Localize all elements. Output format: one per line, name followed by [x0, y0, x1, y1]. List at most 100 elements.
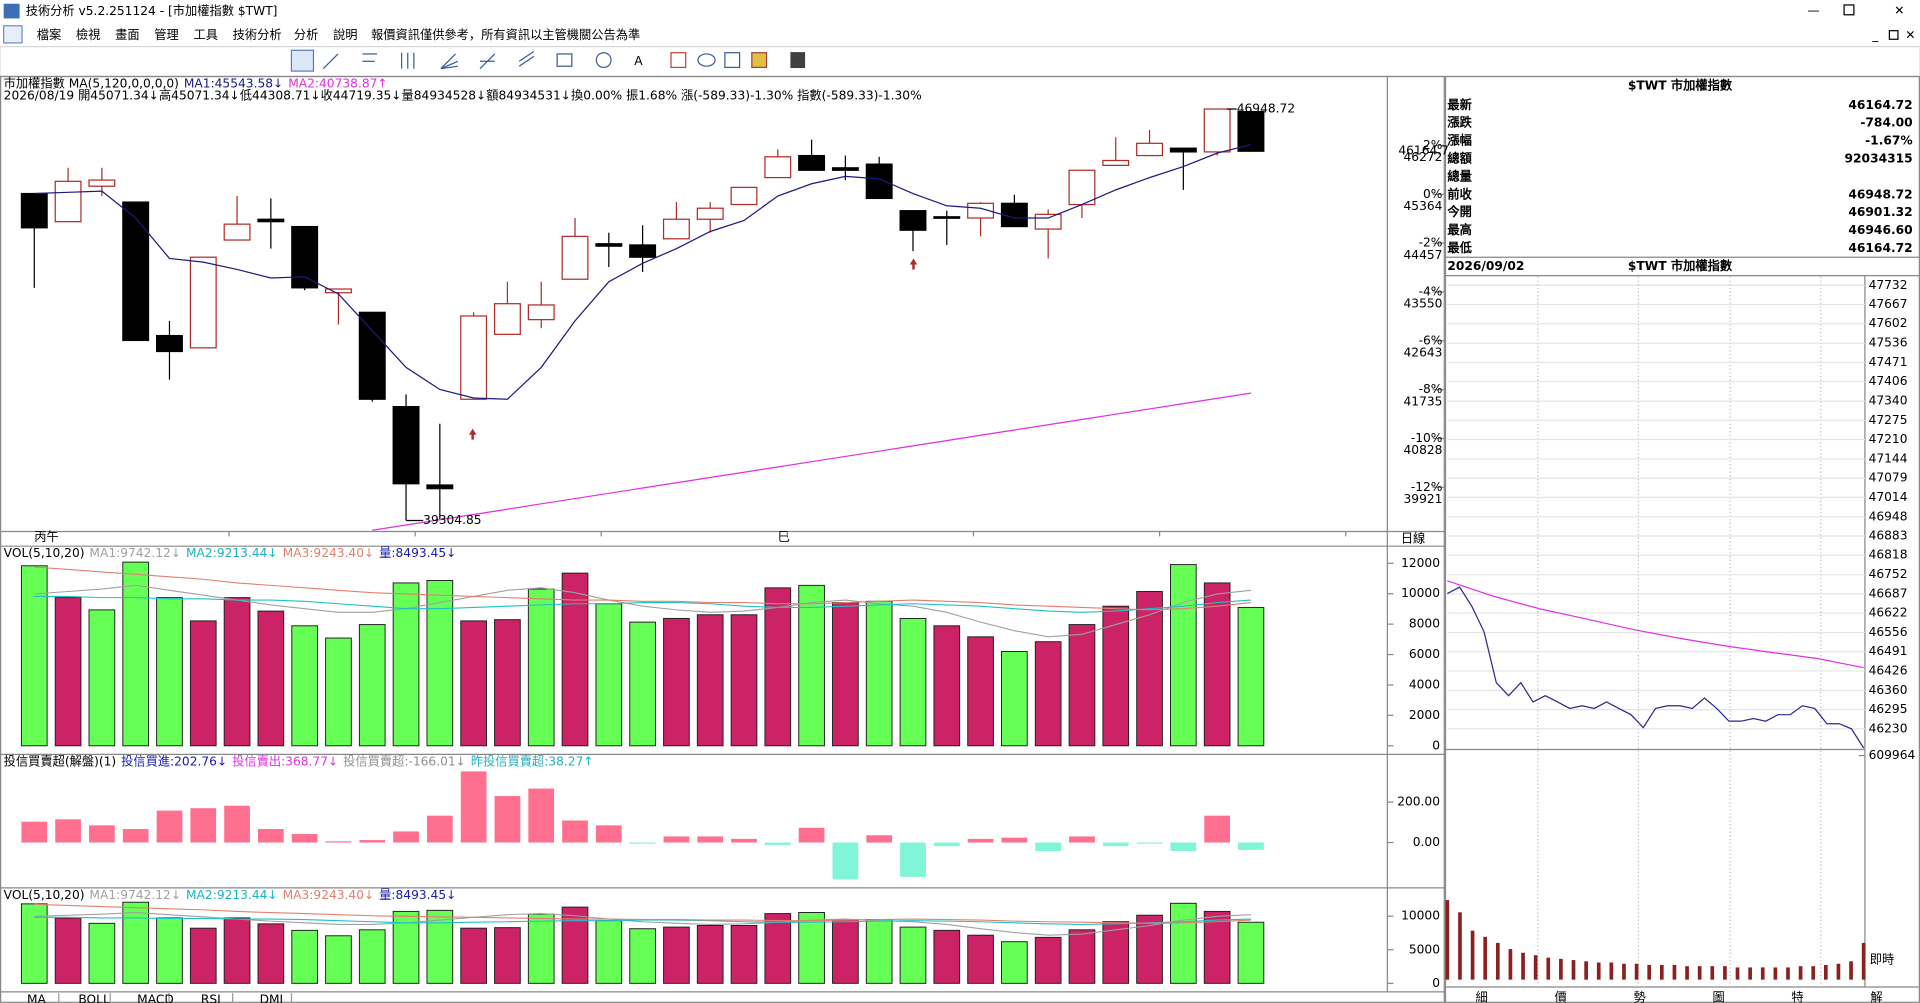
intraday-volume-bar — [1748, 967, 1752, 980]
child-minimize[interactable]: _ — [1871, 28, 1879, 42]
intraday-volume-bar — [1445, 900, 1450, 980]
tab[interactable]: MACD — [137, 992, 174, 1003]
y-tick-label: 47406 — [1869, 374, 1908, 388]
candle-body — [20, 192, 48, 229]
tool-save[interactable] — [790, 52, 806, 69]
intraday-tab[interactable]: 勢 — [1633, 990, 1645, 1003]
net-bar — [866, 835, 893, 843]
candle-body — [1068, 169, 1096, 206]
net-bar — [1136, 842, 1163, 844]
tool-eraser[interactable] — [697, 53, 716, 67]
net-bar — [832, 842, 859, 880]
tool-erase[interactable] — [670, 52, 687, 69]
tool-parallel[interactable] — [518, 50, 535, 67]
menu-item[interactable]: 檢視 — [76, 27, 100, 42]
menu-item[interactable]: 畫面 — [115, 27, 139, 42]
candle-body — [629, 244, 657, 258]
tool-copy[interactable] — [724, 52, 741, 69]
volume-bar — [663, 926, 690, 984]
volume-bar — [460, 620, 487, 747]
net-bar — [21, 821, 48, 843]
menu-item[interactable]: 說明 — [333, 27, 357, 42]
menu-item[interactable]: 工具 — [193, 28, 217, 42]
tab[interactable]: RSI — [201, 992, 221, 1003]
candle-body — [1237, 110, 1265, 152]
tool-select[interactable] — [290, 49, 315, 72]
menu-item[interactable]: 分析 — [294, 28, 318, 42]
y-tick-label: 47536 — [1869, 336, 1908, 350]
volume-bar — [426, 579, 454, 747]
net-bar — [663, 836, 690, 843]
y-tick-label: 47667 — [1869, 297, 1908, 311]
intraday-line — [1447, 580, 1864, 669]
volume-bar — [1170, 902, 1197, 984]
intraday-volume-bar — [1697, 966, 1702, 980]
net-bar — [1204, 815, 1230, 843]
net-bar — [393, 831, 419, 843]
volume-bar — [629, 928, 656, 984]
y-tick-label: 42643 — [1404, 346, 1443, 360]
intraday-tab[interactable]: 特 — [1791, 990, 1803, 1003]
pct-tick-label: -4% — [1419, 284, 1443, 298]
net-bar — [900, 842, 926, 877]
intraday-volume-bar — [1823, 964, 1828, 980]
net-bar — [494, 796, 521, 843]
tab[interactable]: MA — [27, 992, 47, 1003]
tool-rect[interactable] — [556, 53, 573, 67]
toolbar-icons: A — [290, 49, 806, 72]
tool-line[interactable] — [322, 53, 339, 70]
pct-tick-label: -8% — [1419, 382, 1443, 396]
volume-bar — [1203, 582, 1231, 747]
minimize-button[interactable]: — — [1807, 4, 1819, 18]
volume-bar — [629, 621, 656, 747]
volume-bar — [764, 587, 792, 747]
volume-bar — [291, 625, 319, 747]
quote-value: 46164.72 — [1848, 98, 1912, 112]
volume-bar — [967, 636, 994, 747]
tool-color[interactable] — [751, 52, 768, 69]
tool-ellipse[interactable] — [595, 52, 612, 69]
candle-body — [1102, 159, 1130, 166]
quote-label: 最低 — [1447, 240, 1472, 255]
menu-item[interactable]: 報價資訊僅供參考，所有資訊以主管機關公告為準 — [371, 27, 640, 42]
intraday-tab[interactable]: 解 — [1870, 991, 1882, 1003]
child-close[interactable]: ✕ — [1905, 28, 1915, 42]
y-tick-label: 44457 — [1404, 248, 1443, 262]
intraday-volume-bar — [1533, 955, 1538, 980]
candle-body — [426, 484, 454, 490]
volume-bar — [865, 919, 893, 984]
pct-tick-label: -12% — [1411, 480, 1443, 494]
tab[interactable]: DMI — [260, 992, 284, 1003]
pct-tick-label: 0% — [1423, 187, 1442, 201]
tool-channel[interactable] — [479, 53, 496, 70]
intraday-tab[interactable]: 圖 — [1712, 991, 1724, 1003]
volume-bar — [223, 917, 251, 984]
header-item: MA1:45543.58↓ — [184, 76, 283, 90]
child-restore[interactable] — [1888, 30, 1899, 40]
net-bar — [325, 841, 352, 843]
intraday-tab[interactable]: 價 — [1554, 991, 1566, 1003]
maximize-button[interactable] — [1843, 4, 1855, 16]
candle-body — [291, 225, 319, 289]
tool-fan[interactable] — [440, 53, 459, 70]
net-bar — [291, 834, 318, 843]
header-item: 投信賣出:368.77↓ — [232, 753, 338, 768]
candle-body — [899, 210, 927, 231]
net-bar — [258, 828, 284, 843]
tool-text[interactable]: A — [634, 54, 643, 68]
menu-item[interactable]: 管理 — [154, 27, 178, 42]
intraday-volume-bar — [1571, 960, 1576, 980]
candle-body — [662, 218, 690, 240]
close-button[interactable]: ✕ — [1894, 4, 1904, 18]
tab[interactable]: BOLL — [78, 992, 110, 1003]
volume-bar — [1034, 641, 1062, 747]
intraday-tab[interactable]: 細 — [1476, 991, 1488, 1003]
menu-item[interactable]: 檔案 — [37, 27, 61, 42]
menu-item[interactable]: 技術分析 — [233, 28, 282, 42]
intraday-volume-bar — [1659, 964, 1664, 980]
candle-body — [324, 288, 352, 294]
volume-bar — [325, 637, 352, 747]
intraday-volume-bar — [1458, 912, 1462, 980]
quote-value: -784.00 — [1860, 116, 1912, 130]
intraday-volume-bar — [1710, 966, 1715, 980]
